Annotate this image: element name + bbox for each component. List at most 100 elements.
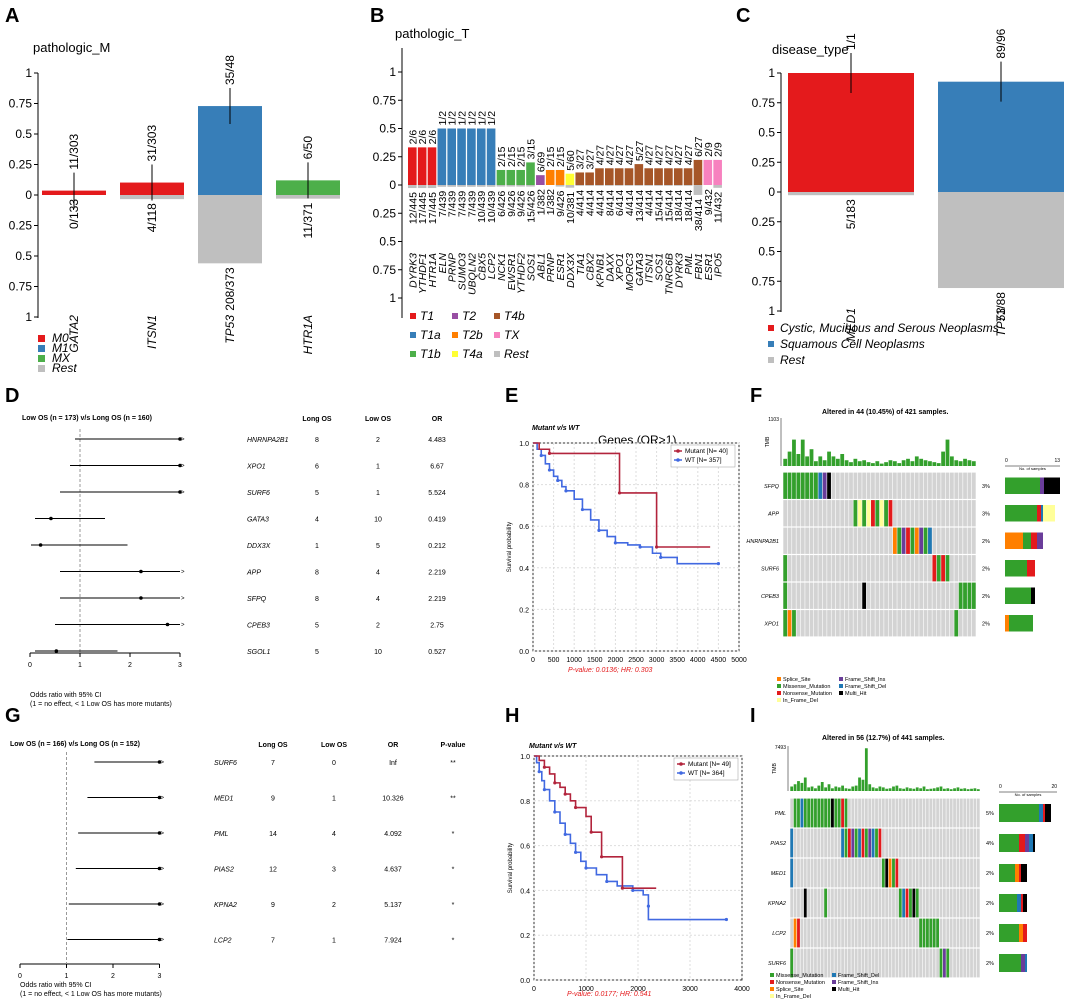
cell-bg: [895, 828, 899, 858]
cell-bg: [858, 948, 861, 978]
bar-kpnb1: [595, 168, 604, 185]
mutation-cell: [936, 555, 941, 582]
tmb-bar: [892, 461, 897, 466]
cell-bg: [932, 472, 937, 499]
mutation-cell: [861, 828, 865, 858]
bar-prnp: [545, 169, 555, 185]
tmb-bar: [932, 788, 936, 791]
cell-bg: [862, 472, 867, 499]
cell-bg: [875, 858, 878, 888]
sample-bar: [1039, 804, 1043, 822]
cell-bg: [936, 948, 939, 978]
mutation-cell: [932, 555, 937, 582]
y-tick-label: 0.6: [520, 844, 530, 851]
rest-bar-kpnb1: [595, 185, 604, 186]
cell-bg: [834, 948, 838, 978]
tmb-bar: [849, 462, 853, 466]
cell-bg: [926, 798, 929, 828]
legend-label: Mutant [N= 40]: [685, 448, 728, 455]
cell-bg: [849, 472, 853, 499]
censor-mark: [574, 805, 578, 810]
cell-bg: [914, 582, 919, 609]
cell-bg: [967, 527, 972, 554]
cell-bg: [897, 610, 902, 637]
cell-bg: [875, 610, 880, 637]
panel-a-bars: 11/303 0/133 GATA2 31/303 4/118 ITSN1 35/48 208…: [42, 55, 340, 354]
bottom-label: 9/426: [516, 190, 528, 216]
cell-bg: [895, 888, 899, 918]
bar-ewsr1: [506, 169, 516, 185]
cell-bg: [971, 472, 976, 499]
cell-bg: [857, 582, 862, 609]
censor-mark: [646, 904, 651, 908]
long-os-value: 9: [271, 902, 275, 909]
panel-d-note1: Odds ratio with 95% CI: [30, 692, 102, 699]
legend-swatch: [777, 677, 781, 681]
cell-bg: [797, 858, 800, 888]
cell-bg: [822, 582, 827, 609]
top-label: 2/15: [545, 146, 557, 167]
gene-label-fbn1: FBN1: [693, 253, 705, 280]
panel-a-y-ticks: 1 0.75 0.5 0.25 0 0.25 0.5 0.75 1: [9, 66, 38, 324]
gene-xpo1: XPO1: [763, 621, 779, 627]
y-tick-label: 0.25: [752, 155, 776, 169]
cell-bg: [923, 500, 928, 527]
cell-bg: [847, 798, 851, 828]
gene-cpeb3: CPEB3: [761, 594, 780, 600]
mutation-cell: [803, 888, 807, 918]
cell-bg: [963, 555, 967, 582]
top-label: 4/27: [683, 145, 695, 166]
tmb-bar: [834, 786, 838, 791]
panel-e-subtitle: Mutant v/s WT: [532, 425, 580, 432]
bar-daxx: [605, 168, 614, 185]
cell-bg: [939, 918, 943, 948]
legend-label: Multi_Hit: [838, 987, 860, 993]
mutation-cell: [923, 527, 928, 554]
cell-bg: [783, 500, 788, 527]
mutation-cell: [915, 888, 919, 918]
cell-bg: [787, 555, 792, 582]
legend-swatch: [832, 987, 836, 991]
low-os-value: 4: [376, 596, 380, 603]
legend-swatch: [38, 355, 45, 362]
pvalue: *: [452, 867, 455, 874]
long-os-value: 8: [315, 596, 319, 603]
ci-arrow: >: [161, 902, 165, 908]
cell-bg: [928, 610, 932, 637]
gene-label-eln: ELN: [437, 253, 449, 274]
cell-bg: [949, 555, 954, 582]
cell-bg: [810, 918, 814, 948]
tmb-bar: [973, 788, 977, 791]
tmb-bar: [807, 787, 811, 791]
cell-bg: [800, 555, 805, 582]
bottom-label: 9/432: [703, 189, 715, 215]
sample-bar: [1040, 477, 1044, 494]
cell-bg: [959, 948, 963, 978]
tmb-bar: [912, 788, 916, 791]
cell-bg: [831, 918, 834, 948]
cell-bg: [941, 472, 945, 499]
cell-bg: [954, 500, 959, 527]
cell-bg: [892, 555, 897, 582]
cell-bg: [954, 582, 959, 609]
bottom-label: 4/414: [585, 190, 597, 216]
sample-bar: [1041, 505, 1043, 522]
low-os-value: 3: [332, 867, 336, 874]
gene-label-esr1: ESR1: [555, 253, 567, 280]
legend-label: Frame_Shift_Ins: [838, 980, 879, 986]
mutation-cell: [919, 527, 924, 554]
x-tick-label: 3: [158, 973, 162, 980]
bar-prnp: [447, 128, 456, 185]
sample-bar: [1005, 615, 1009, 632]
tmb-bar: [966, 789, 970, 791]
cell-bg: [818, 527, 823, 554]
cell-bg: [923, 472, 928, 499]
legend-label: Rest: [780, 353, 805, 367]
panel-letter-h: H: [505, 705, 519, 727]
panel-h-subtitle: Mutant v/s WT: [529, 743, 577, 750]
cell-bg: [976, 888, 980, 918]
cell-bg: [800, 582, 805, 609]
legend-box: [673, 757, 739, 781]
or-value: 0.527: [428, 649, 446, 656]
gene-label-htr1a: HTR1A: [427, 253, 439, 287]
